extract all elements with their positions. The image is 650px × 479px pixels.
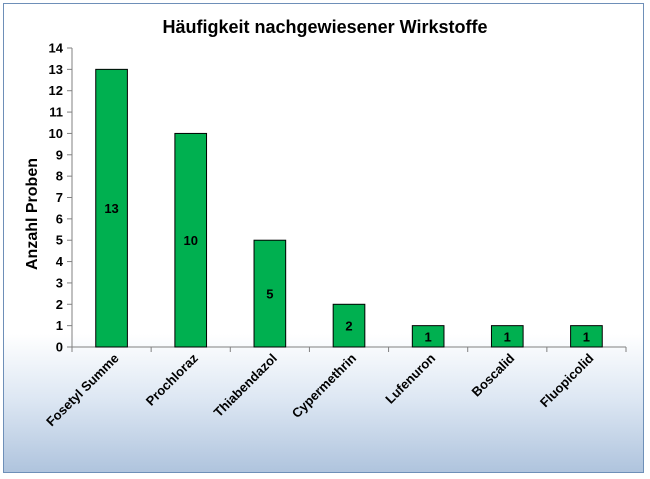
x-tick-label: Cypermethrin: [289, 350, 359, 420]
bar: [570, 325, 603, 348]
y-tick-label: 10: [49, 126, 63, 141]
data-label: 5: [266, 287, 273, 302]
data-label: 13: [104, 201, 118, 216]
x-tick-label: Boscalid: [468, 350, 517, 399]
y-tick-label: 2: [56, 297, 63, 312]
bar: [95, 68, 128, 348]
bar: [174, 132, 208, 348]
bar: [411, 325, 445, 348]
y-tick-label: 3: [56, 275, 63, 290]
chart-title: Häufigkeit nachgewiesener Wirkstoffe: [163, 17, 488, 37]
bar: [490, 325, 524, 348]
bar: [253, 239, 287, 348]
y-tick-label: 5: [56, 233, 63, 248]
y-tick-label: 7: [56, 190, 63, 205]
y-tick-label: 11: [49, 105, 63, 120]
bar: [332, 303, 366, 348]
y-tick-label: 12: [49, 83, 63, 98]
data-label: 2: [345, 319, 352, 334]
data-label: 1: [425, 329, 432, 344]
x-tick-label: Fosetyl Summe: [43, 351, 122, 430]
x-tick-label: Fluopicolid: [537, 350, 597, 410]
y-axis-title: Anzahl Proben: [24, 158, 41, 270]
data-label: 10: [183, 233, 197, 248]
y-tick-label: 1: [56, 318, 63, 333]
x-tick-label: Prochloraz: [143, 350, 201, 408]
y-tick-label: 13: [49, 62, 63, 77]
bars: [95, 68, 603, 348]
y-tick-label: 14: [49, 41, 64, 56]
data-label: 1: [583, 329, 590, 344]
y-tick-label: 9: [56, 147, 63, 162]
y-tick-label: 8: [56, 169, 63, 184]
x-tick-label: Thiabendazol: [211, 351, 280, 420]
y-tick-label: 6: [56, 211, 63, 226]
x-tick-label: Lufenuron: [382, 350, 438, 406]
data-label: 1: [504, 329, 511, 344]
y-tick-label: 0: [56, 340, 63, 355]
y-tick-label: 4: [56, 254, 64, 269]
